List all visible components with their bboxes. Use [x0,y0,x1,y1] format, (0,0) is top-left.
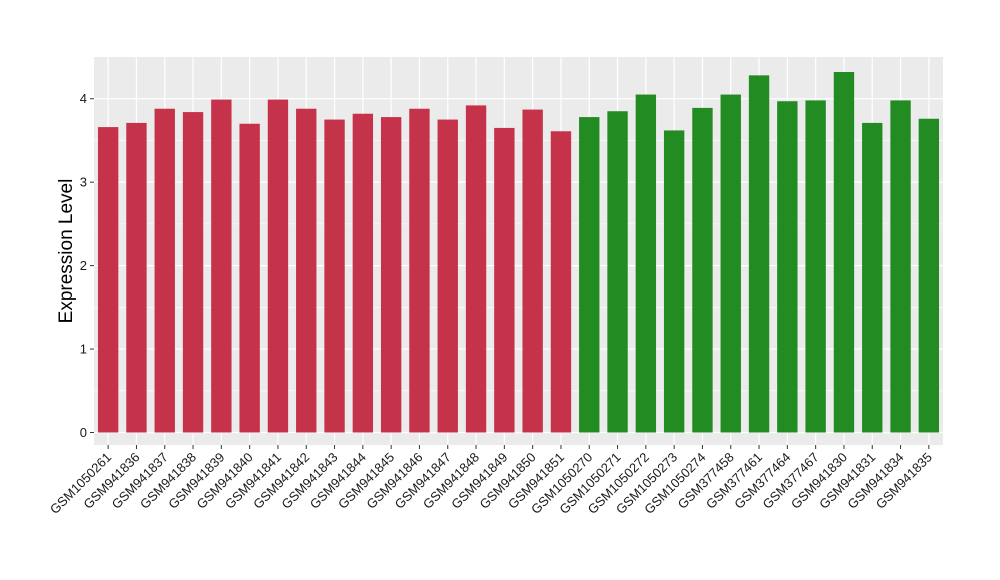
bar-GSM941851 [550,131,572,433]
plot-panel [94,57,943,445]
y-tick-label: 4 [80,91,87,106]
bar-GSM941835 [918,118,940,433]
bar-GSM941841 [267,99,289,433]
bar-GSM941849 [494,127,515,433]
bar-GSM941850 [522,109,543,433]
bar-GSM941830 [833,72,855,433]
bar-GSM941843 [324,119,345,433]
y-tick-label: 1 [80,342,87,357]
bar-GSM377461 [748,75,770,433]
bars [97,72,940,433]
bar-GSM941848 [465,105,487,433]
bar-GSM941836 [126,122,147,433]
bar-GSM1050274 [692,107,713,433]
bar-GSM941844 [352,113,374,433]
bar-GSM377464 [777,101,798,433]
x-axis: GSM1050261GSM941836GSM941837GSM941838GSM… [47,445,935,517]
bar-GSM941840 [239,123,260,433]
bar-GSM1050271 [607,111,628,433]
bar-GSM377467 [805,100,826,433]
y-axis: 0 1 2 3 4 [80,91,94,440]
bar-GSM1050272 [635,94,657,433]
bar-GSM941839 [211,99,232,433]
y-tick-label: 2 [80,258,87,273]
bar-GSM377458 [720,94,741,433]
bar-GSM1050261 [97,127,119,433]
y-axis-title: Expression Level [56,179,77,324]
bar-GSM941838 [182,112,204,433]
bar-GSM941845 [380,117,402,433]
bar-GSM941834 [890,100,911,433]
bar-GSM941837 [154,108,175,433]
bar-GSM941846 [409,108,430,433]
bar-GSM941842 [296,108,317,433]
bar-GSM1050273 [663,130,685,433]
bar-GSM941831 [862,122,883,433]
y-tick-label: 3 [80,175,87,190]
y-tick-label: 0 [80,425,87,440]
bar-GSM941847 [437,119,458,433]
bar-GSM1050270 [579,117,600,433]
